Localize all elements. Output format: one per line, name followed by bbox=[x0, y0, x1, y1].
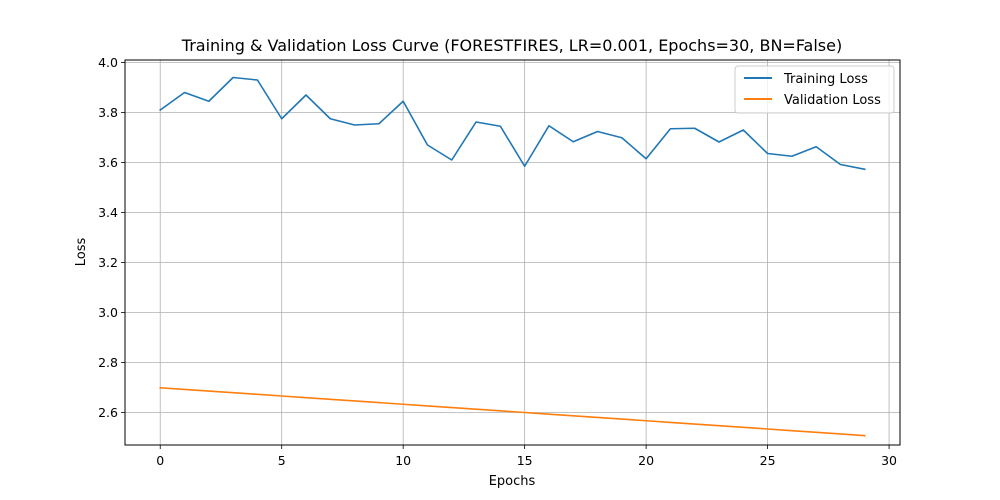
legend-label-training: Training Loss bbox=[783, 72, 868, 87]
x-tick-label: 15 bbox=[517, 453, 533, 468]
y-tick-label: 3.8 bbox=[98, 105, 118, 120]
series-lines bbox=[159, 76, 866, 437]
legend-label-validation: Validation Loss bbox=[784, 93, 881, 108]
x-tick-label: 5 bbox=[278, 453, 286, 468]
legend-box bbox=[734, 65, 895, 114]
legend: Training Loss Validation Loss bbox=[734, 65, 895, 114]
x-tick-label: 0 bbox=[156, 453, 164, 468]
x-tick-label: 30 bbox=[881, 453, 897, 468]
y-axis-label: Loss bbox=[74, 238, 89, 267]
chart-title: Training & Validation Loss Curve (FOREST… bbox=[181, 36, 842, 55]
x-tick-label: 20 bbox=[638, 453, 654, 468]
y-tick-label: 3.4 bbox=[98, 205, 118, 220]
x-tick-label: 25 bbox=[760, 453, 776, 468]
y-tick-label: 2.6 bbox=[98, 405, 118, 420]
x-tick-label: 10 bbox=[395, 453, 411, 468]
x-axis-label: Epochs bbox=[489, 474, 536, 489]
axis-ticks: 0 5 10 15 20 25 30 2.6 2.8 3.0 3.2 3.4 3.6 3.8 4.0 bbox=[98, 55, 897, 468]
grid-lines bbox=[125, 60, 900, 445]
y-tick-label: 4.0 bbox=[98, 55, 118, 70]
y-tick-label: 3.0 bbox=[98, 305, 118, 320]
y-tick-label: 3.6 bbox=[98, 155, 118, 170]
plot-frame bbox=[124, 59, 901, 446]
y-tick-label: 3.2 bbox=[98, 255, 118, 270]
series-line-training-loss bbox=[159, 76, 866, 171]
series-line-validation-loss bbox=[159, 386, 866, 437]
y-tick-label: 2.8 bbox=[98, 355, 118, 370]
